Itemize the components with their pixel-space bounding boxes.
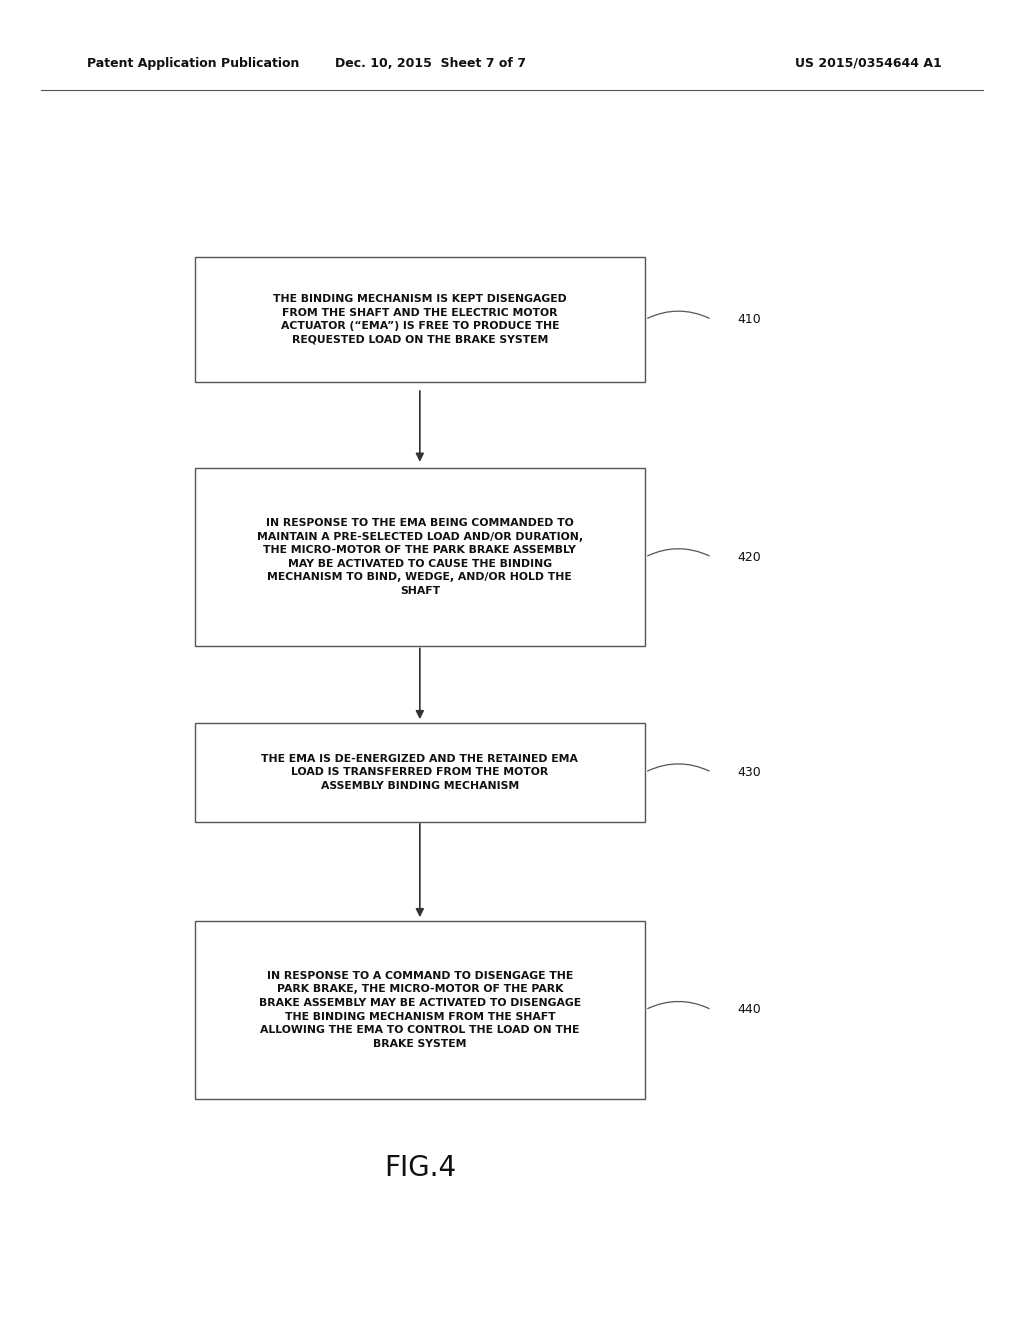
- FancyArrowPatch shape: [647, 312, 710, 318]
- Text: FIG.4: FIG.4: [384, 1154, 456, 1183]
- FancyArrowPatch shape: [647, 764, 710, 771]
- Text: 430: 430: [737, 766, 761, 779]
- Text: Dec. 10, 2015  Sheet 7 of 7: Dec. 10, 2015 Sheet 7 of 7: [335, 57, 525, 70]
- FancyArrowPatch shape: [647, 1002, 710, 1008]
- Text: IN RESPONSE TO THE EMA BEING COMMANDED TO
MAINTAIN A PRE-SELECTED LOAD AND/OR DU: IN RESPONSE TO THE EMA BEING COMMANDED T…: [257, 517, 583, 597]
- Text: THE BINDING MECHANISM IS KEPT DISENGAGED
FROM THE SHAFT AND THE ELECTRIC MOTOR
A: THE BINDING MECHANISM IS KEPT DISENGAGED…: [273, 294, 566, 345]
- Text: THE EMA IS DE-ENERGIZED AND THE RETAINED EMA
LOAD IS TRANSFERRED FROM THE MOTOR
: THE EMA IS DE-ENERGIZED AND THE RETAINED…: [261, 754, 579, 791]
- FancyBboxPatch shape: [195, 722, 645, 821]
- FancyArrowPatch shape: [647, 549, 710, 556]
- Text: US 2015/0354644 A1: US 2015/0354644 A1: [796, 57, 942, 70]
- Text: IN RESPONSE TO A COMMAND TO DISENGAGE THE
PARK BRAKE, THE MICRO-MOTOR OF THE PAR: IN RESPONSE TO A COMMAND TO DISENGAGE TH…: [259, 970, 581, 1049]
- FancyBboxPatch shape: [195, 921, 645, 1098]
- Text: 420: 420: [737, 550, 761, 564]
- FancyBboxPatch shape: [195, 256, 645, 383]
- Text: 410: 410: [737, 313, 761, 326]
- Text: Patent Application Publication: Patent Application Publication: [87, 57, 299, 70]
- FancyBboxPatch shape: [195, 469, 645, 647]
- Text: 440: 440: [737, 1003, 761, 1016]
